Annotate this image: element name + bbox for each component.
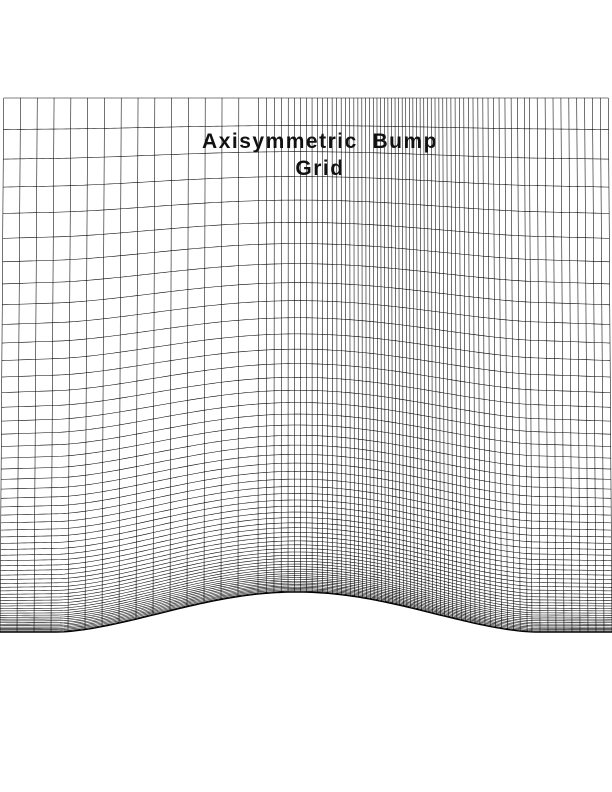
grid-line-vertical (361, 97, 363, 598)
title-line-2: Grid (295, 157, 345, 180)
grid-line-vertical (510, 97, 514, 631)
grid-line-vertical (419, 97, 422, 611)
grid-line-vertical (552, 97, 557, 633)
grid-line-vertical (186, 97, 189, 607)
grid-line-vertical (357, 97, 359, 598)
grid-line-vertical (438, 97, 441, 616)
grid-line-vertical (67, 97, 72, 632)
grid-line-vertical (423, 97, 426, 612)
grid-line-vertical (446, 97, 449, 618)
grid-line-vertical (394, 97, 397, 605)
grid-line-vertical (135, 97, 139, 620)
grid-line-vertical (365, 97, 367, 599)
grid-line-vertical (152, 97, 156, 616)
grid-line-vertical (608, 97, 612, 633)
grid-line-vertical (498, 97, 502, 629)
grid-line-vertical (118, 97, 122, 624)
grid-line-vertical (101, 97, 105, 627)
grid-line-vertical (560, 97, 565, 633)
grid-line-vertical (380, 97, 382, 602)
grid-line-vertical (524, 97, 528, 632)
grid-line-vertical (584, 97, 589, 633)
grid-line-vertical (398, 97, 400, 606)
grid-line-vertical (472, 97, 476, 624)
grid-line-vertical (409, 97, 411, 608)
grid-line-vertical (203, 97, 206, 603)
grid-line-vertical (442, 97, 445, 617)
grid-line-vertical (376, 97, 379, 601)
grid-line-vertical (427, 97, 430, 613)
grid-line-vertical (450, 97, 453, 619)
grid-line-vertical (536, 97, 541, 633)
grid-line-vertical (529, 97, 533, 632)
grid-line-vertical (576, 97, 581, 633)
grid-line-vertical (257, 97, 259, 595)
grid-line-vertical (383, 97, 386, 603)
grid-line-vertical (401, 97, 404, 607)
grid-line-vertical (430, 97, 433, 614)
grid-line-vertical (50, 97, 55, 633)
grid-line-vertical (592, 97, 597, 633)
grid-line-vertical (349, 97, 351, 596)
grid-line-vertical (454, 97, 458, 620)
grid-line-vertical (416, 97, 419, 610)
grid-line-vertical (412, 97, 415, 609)
grid-line-vertical (568, 97, 573, 633)
grid-line-vertical (391, 97, 393, 604)
grid-line-vertical (463, 97, 466, 622)
grid-line-vertical (517, 97, 521, 632)
grid-line-vertical (487, 97, 491, 627)
grid-line-vertical (493, 97, 496, 628)
grid-line-vertical (482, 97, 486, 626)
grid-line-vertical (84, 97, 88, 630)
grid-line-vertical (372, 97, 375, 600)
grid-line-vertical (353, 97, 355, 597)
grid-line-vertical (459, 97, 462, 621)
grid-line-vertical (220, 97, 223, 600)
grid-line-vertical (0, 97, 4, 633)
figure-title: Axisymmetric Bump Grid (130, 128, 510, 182)
grid-line-vertical (504, 97, 508, 630)
grid-line-vertical (434, 97, 437, 615)
grid-line-vertical (369, 97, 371, 600)
grid-line-vertical (468, 97, 471, 623)
grid-line-vertical (16, 97, 21, 633)
grid-line-vertical (405, 97, 408, 607)
title-line-1: Axisymmetric Bump (202, 130, 438, 153)
grid-line-vertical (33, 97, 38, 633)
grid-line-vertical (169, 97, 172, 611)
grid-line-vertical (600, 97, 605, 633)
grid-line-vertical (387, 97, 390, 603)
grid-line-vertical (544, 97, 549, 633)
grid-line-vertical (477, 97, 481, 625)
grid-line-vertical (237, 97, 240, 597)
